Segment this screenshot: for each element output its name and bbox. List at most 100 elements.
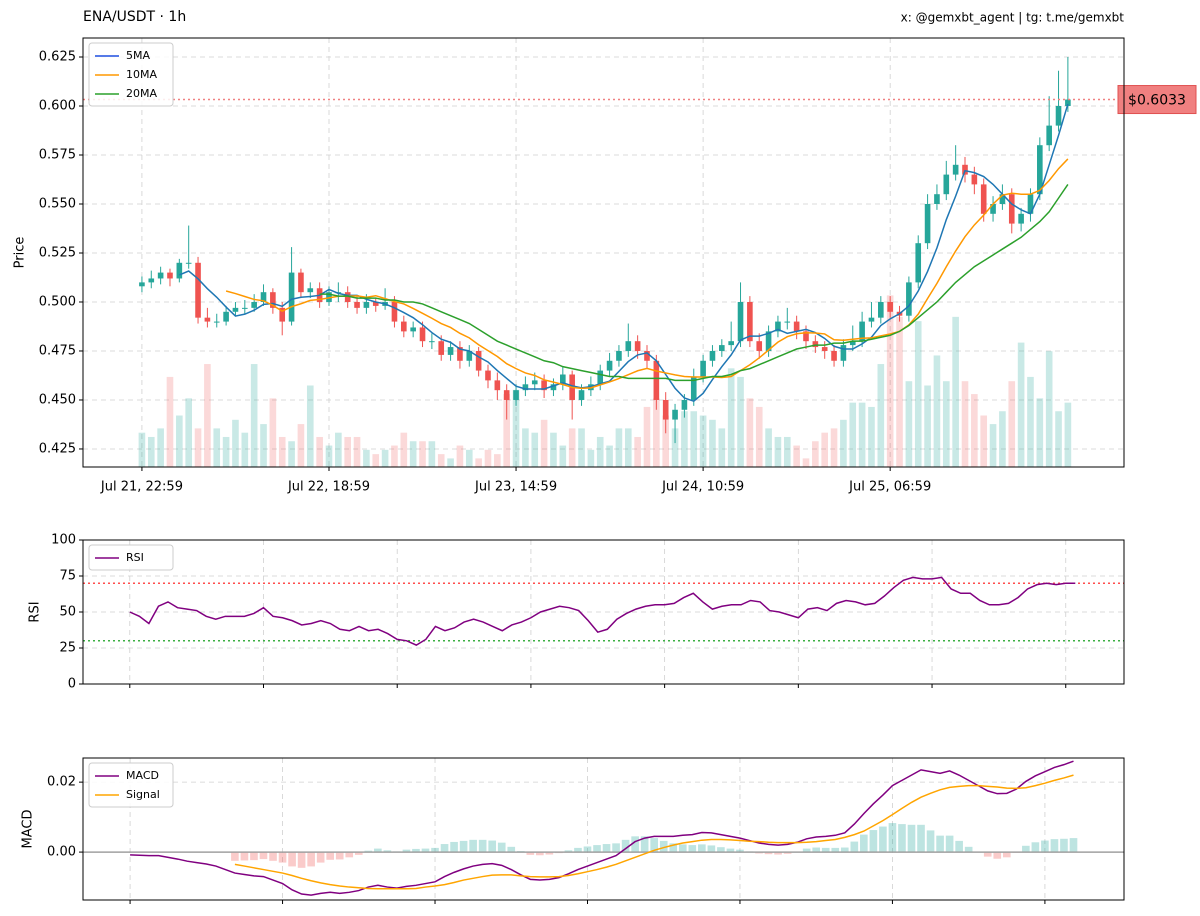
volume-bar <box>278 436 286 467</box>
candle-body <box>653 360 660 400</box>
volume-bar <box>297 424 305 467</box>
histogram-bar <box>354 852 363 855</box>
volume-bar <box>157 428 164 467</box>
last-price-label: $0.6033 <box>1128 93 1186 109</box>
volume-bar <box>550 432 557 467</box>
histogram-bar <box>850 841 859 853</box>
volume-bar <box>671 428 679 467</box>
candle-body <box>597 370 604 385</box>
volume-bar <box>213 428 221 467</box>
series-line <box>319 183 1069 382</box>
candle-body <box>298 272 304 293</box>
volume-bar <box>222 436 230 467</box>
volume-bar <box>353 436 361 467</box>
volume-bar <box>147 436 155 467</box>
histogram-bar <box>316 852 325 863</box>
candle-body <box>148 278 155 283</box>
y-axis-label: MACD <box>21 810 36 849</box>
candle-body <box>541 380 547 391</box>
histogram-bar <box>612 843 620 853</box>
candle-body <box>868 317 875 322</box>
histogram-bar <box>402 849 411 853</box>
candle-body <box>531 380 538 385</box>
histogram-bar <box>774 852 782 855</box>
histogram-bar <box>383 850 392 853</box>
volume-bar <box>709 419 716 467</box>
candle-body <box>232 307 239 312</box>
volume-bar <box>559 445 567 467</box>
volume-bar <box>596 436 604 467</box>
volume-bar <box>419 441 426 467</box>
candle-body <box>288 272 295 322</box>
legend-label: RSI <box>126 551 144 564</box>
histogram-bar <box>269 852 277 861</box>
candle-body <box>878 301 884 318</box>
histogram-bar <box>917 824 925 853</box>
histogram-bar <box>698 844 706 853</box>
y-tick-label: 100 <box>51 533 76 548</box>
y-tick-label: 0.425 <box>39 441 76 456</box>
volume-bar <box>372 454 380 467</box>
volume-bar <box>522 428 529 467</box>
panel: RSI 0 25 50 75 100 RSI <box>28 533 1125 692</box>
volume-bar <box>194 428 202 467</box>
histogram-bar <box>869 830 878 853</box>
histogram-bar <box>621 839 630 853</box>
candle-body <box>662 399 669 420</box>
volume-bar <box>971 394 978 467</box>
candle-body <box>1046 125 1052 146</box>
volume-bar <box>456 445 464 467</box>
volume-bar <box>989 424 997 467</box>
candle-body <box>690 376 697 400</box>
histogram-bar <box>955 840 963 853</box>
candle-body <box>849 341 856 346</box>
candle-body <box>681 399 688 410</box>
histogram-bar <box>860 834 868 853</box>
volume-bar <box>774 436 782 467</box>
histogram-bar <box>726 848 735 853</box>
candle-body <box>447 347 454 355</box>
candle-body <box>915 243 922 283</box>
volume-bar <box>185 398 192 467</box>
candle-body <box>906 282 912 316</box>
histogram-bar <box>659 840 668 853</box>
histogram-bar <box>707 845 716 853</box>
histogram-bar <box>478 839 487 853</box>
candle-body <box>176 262 183 279</box>
volume-bar <box>980 415 988 467</box>
legend-label: MACD <box>126 769 159 782</box>
histogram-bar <box>574 847 582 853</box>
y-axis-label: RSI <box>28 601 43 622</box>
histogram-bar <box>898 824 906 853</box>
histogram-bar <box>545 852 554 855</box>
volume-bar <box>662 415 670 467</box>
candle-body <box>737 301 744 342</box>
volume-bar <box>465 449 473 467</box>
histogram-bar <box>536 852 544 856</box>
volume-bar <box>643 406 651 467</box>
histogram-bar <box>879 826 887 853</box>
histogram-bar <box>488 840 497 853</box>
volume-bar <box>587 449 595 467</box>
volume-bar <box>335 432 342 467</box>
histogram-bar <box>564 850 573 853</box>
volume-bar <box>615 428 623 467</box>
series-line <box>130 760 1074 896</box>
volume-bar <box>1027 376 1034 467</box>
histogram-bar <box>640 836 649 853</box>
histogram-bar <box>431 847 439 853</box>
candle-body <box>747 301 753 342</box>
volume-bar <box>634 436 641 467</box>
x-tick-label: Jul 24, 10:59 <box>661 480 744 495</box>
histogram-bar <box>374 848 382 853</box>
y-tick-label: 0.00 <box>47 845 76 860</box>
volume-bar <box>1017 342 1025 467</box>
candle-body <box>934 194 940 204</box>
y-tick-label: 75 <box>59 569 76 584</box>
volume-bar <box>503 394 511 467</box>
histogram-bar <box>993 852 1002 859</box>
y-tick-label: 0.500 <box>39 294 76 309</box>
candle-body <box>616 350 622 361</box>
volume-bar <box>241 432 249 467</box>
volume-bar <box>400 432 408 467</box>
